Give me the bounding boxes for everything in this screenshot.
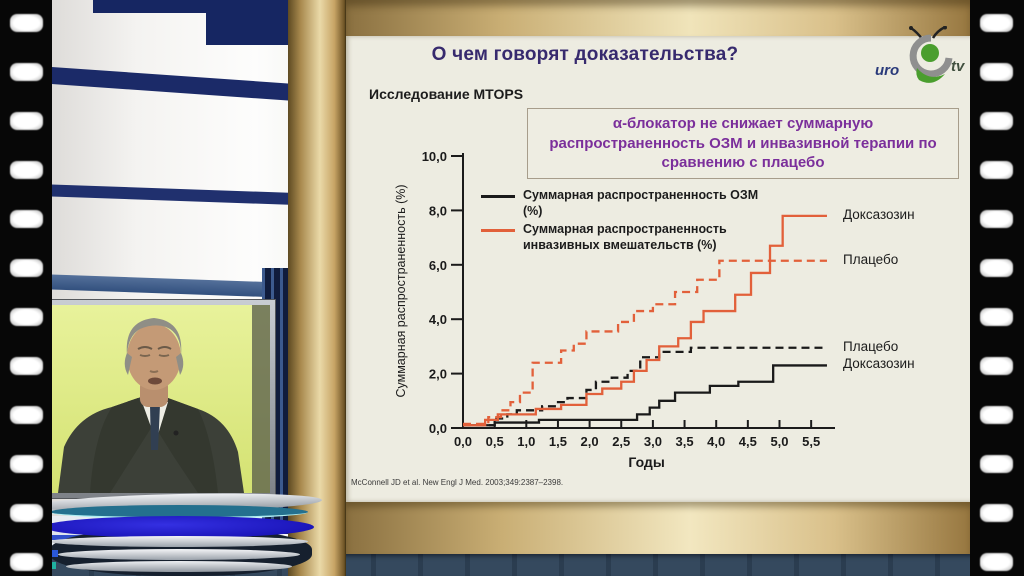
x-tick-label: 5,5 xyxy=(802,434,820,449)
film-hole xyxy=(980,357,1013,375)
x-tick-label: 1,5 xyxy=(549,434,567,449)
reference-citation: McConnell JD et al. New Engl J Med. 2003… xyxy=(351,478,564,487)
legend-line-swatch xyxy=(481,229,515,233)
studio-navy-band-top xyxy=(93,0,208,13)
film-hole xyxy=(10,112,43,130)
x-tick-label: 0,5 xyxy=(486,434,504,449)
legend-item: Суммарная распространенность ОЗМ (%) xyxy=(481,188,781,219)
x-tick-label: 2,5 xyxy=(612,434,630,449)
chart-legend: Суммарная распространенность ОЗМ (%) Сумм… xyxy=(481,188,781,257)
presenter-video xyxy=(50,305,270,493)
film-strip-left xyxy=(0,0,52,576)
film-hole xyxy=(10,504,43,522)
series-line-0 xyxy=(463,364,827,427)
film-hole xyxy=(10,406,43,424)
film-hole xyxy=(980,504,1013,522)
series-line-3 xyxy=(463,214,827,427)
x-tick-label: 3,0 xyxy=(644,434,662,449)
y-axis-title: Суммарная распространенность (%) xyxy=(394,184,408,397)
x-tick-label: 5,0 xyxy=(770,434,788,449)
film-strip-right xyxy=(970,0,1024,576)
film-hole xyxy=(980,63,1013,81)
x-tick-label: 4,0 xyxy=(707,434,725,449)
gold-bottom-band xyxy=(345,502,972,554)
conclusion-info-box: α-блокатор не снижает суммарную распрост… xyxy=(527,108,959,179)
series-right-label-0: Доксазозин xyxy=(843,356,915,372)
film-hole xyxy=(10,161,43,179)
y-tick-label: 4,0 xyxy=(429,312,447,327)
film-hole xyxy=(10,259,43,277)
presenter-video-frame xyxy=(45,300,275,498)
y-tick-label: 10,0 xyxy=(422,149,447,164)
x-tick-label: 1,0 xyxy=(517,434,535,449)
y-tick-label: 6,0 xyxy=(429,258,447,273)
y-tick-label: 2,0 xyxy=(429,367,447,382)
x-tick-label: 2,0 xyxy=(581,434,599,449)
film-hole xyxy=(10,357,43,375)
film-hole xyxy=(980,14,1013,32)
film-hole xyxy=(980,161,1013,179)
legend-item: Суммарная распространенность инвазивных … xyxy=(481,222,781,253)
presentation-slide: О чем говорят доказательства? uro tv Исс… xyxy=(345,26,972,502)
film-hole xyxy=(10,455,43,473)
y-tick-label: 8,0 xyxy=(429,203,447,218)
x-tick-label: 0,0 xyxy=(454,434,472,449)
film-hole xyxy=(980,112,1013,130)
pedestal-blue-band xyxy=(44,516,314,538)
legend-label: Суммарная распространенность ОЗМ (%) xyxy=(523,188,759,218)
logo-text-tv: tv xyxy=(951,58,965,75)
film-hole xyxy=(10,14,43,32)
film-hole xyxy=(980,210,1013,228)
film-hole xyxy=(980,259,1013,277)
cumulative-incidence-step-chart: 0,0 2,0 4,0 6,0 8,0 10,0 0,0 0,5 1,0 1,5 2,0 2,5 3,0… xyxy=(394,149,835,470)
pedestal-silver-band xyxy=(66,561,292,572)
gold-top-band xyxy=(345,0,972,37)
presenter-illustration xyxy=(58,305,270,493)
film-hole xyxy=(10,553,43,571)
logo-text-uro: uro xyxy=(875,62,900,79)
x-axis-title: Годы xyxy=(628,454,664,470)
legend-line-swatch xyxy=(481,195,515,198)
series-right-label-2: Плацебо xyxy=(843,251,899,267)
chart-area: 0,0 2,0 4,0 6,0 8,0 10,0 0,0 0,5 1,0 1,5 2,0 2,5 3,0… xyxy=(385,141,945,501)
film-hole xyxy=(980,553,1013,571)
y-tick-label: 0,0 xyxy=(429,421,447,436)
film-hole xyxy=(10,210,43,228)
series-line-2 xyxy=(463,259,827,426)
studio-pedestal xyxy=(37,490,328,576)
film-hole xyxy=(980,308,1013,326)
study-name-label: Исследование MTOPS xyxy=(369,86,524,102)
x-tick-label: 3,5 xyxy=(676,434,694,449)
pedestal-silver-band xyxy=(50,536,308,547)
pedestal-silver-band xyxy=(58,549,300,560)
series-right-label-1: Плацебо xyxy=(843,338,899,354)
slide-title: О чем говорят доказательства? xyxy=(431,44,739,65)
gold-column xyxy=(288,0,346,576)
urotv-logo: uro tv xyxy=(875,26,975,92)
legend-label: Суммарная распространенность инвазивных … xyxy=(523,222,727,252)
film-hole xyxy=(980,406,1013,424)
ant-logo-icon xyxy=(909,26,953,83)
x-tick-label: 4,5 xyxy=(739,434,757,449)
series-right-label-3: Доксазозин xyxy=(843,206,915,222)
film-hole xyxy=(10,308,43,326)
film-hole xyxy=(10,63,43,81)
film-hole xyxy=(980,455,1013,473)
